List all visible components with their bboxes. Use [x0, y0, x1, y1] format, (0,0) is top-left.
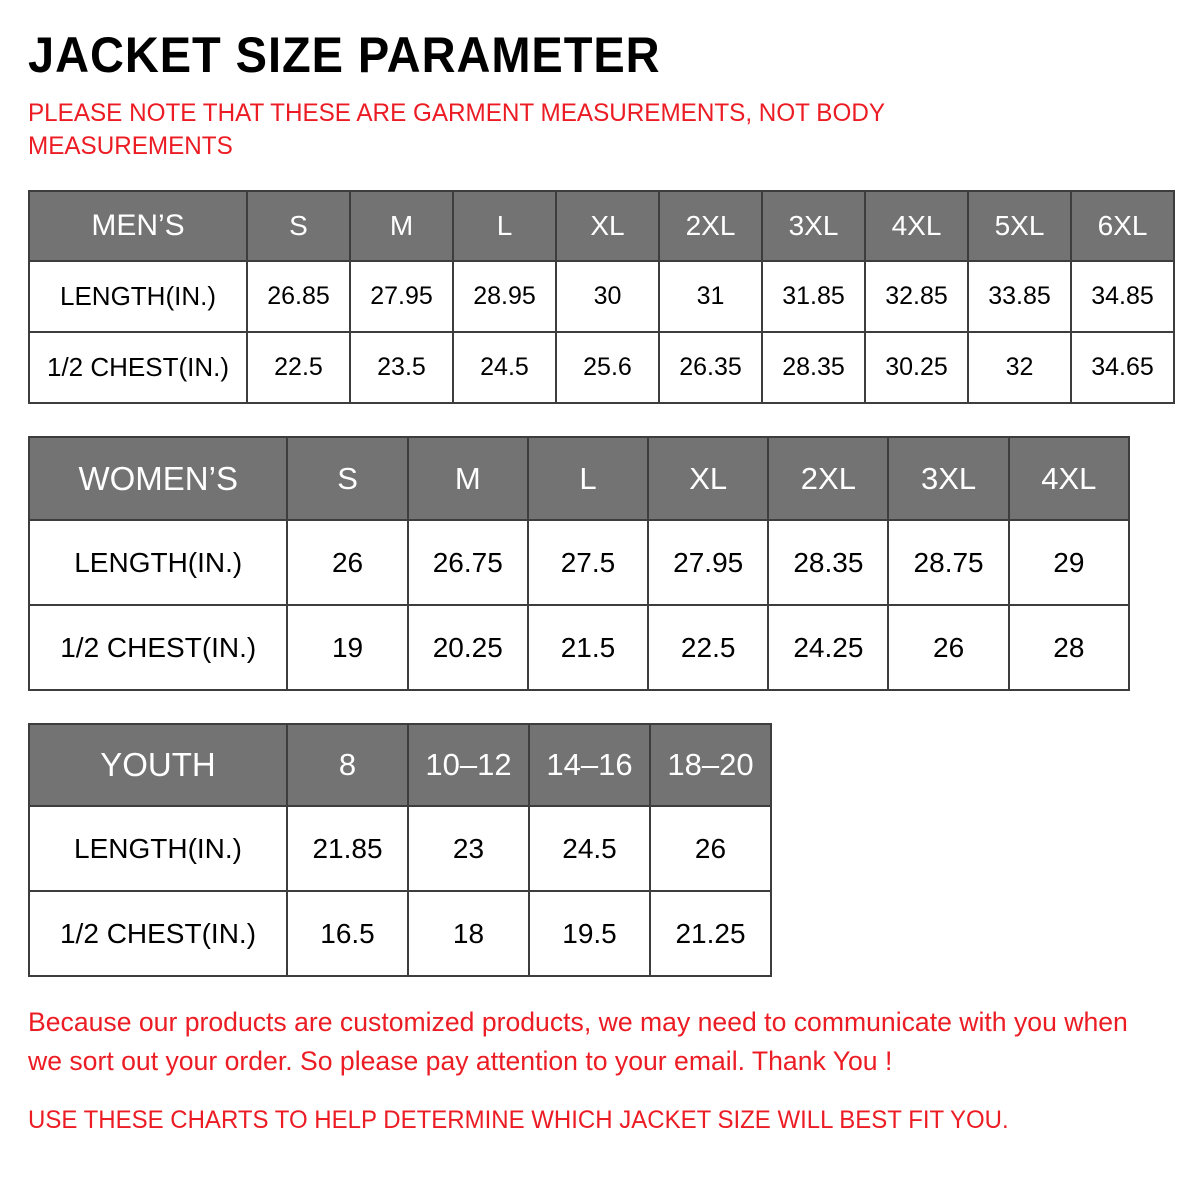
mens-size-header-6xl: 6XL [1070, 190, 1175, 262]
mens-length-value: 28.95 [452, 260, 557, 333]
customization-notice: Because our products are customized prod… [28, 1007, 1128, 1077]
mens-length-value: 33.85 [967, 260, 1072, 333]
womens-chest-label: 1/2 CHEST(IN.) [27, 604, 289, 691]
mens-size-header-s: S [246, 190, 351, 262]
womens-chest-value: 28 [1007, 604, 1131, 691]
womens-chest-value: 19 [286, 604, 409, 691]
womens-length-value: 27.5 [526, 519, 650, 606]
youth-length-value: 21.85 [286, 805, 409, 892]
womens-size-table: WOMEN’S S M L XL 2XL 3XL 4XL LENGTH(IN.)… [27, 436, 1131, 691]
youth-chest-value: 16.5 [286, 890, 409, 977]
chart-usage-notice: USE THESE CHARTS TO HELP DETERMINE WHICH… [28, 1106, 1009, 1135]
mens-chest-value: 32 [967, 331, 1072, 404]
mens-length-value: 26.85 [246, 260, 351, 333]
youth-chest-value: 18 [407, 890, 530, 977]
womens-size-header-m: M [406, 436, 529, 521]
mens-chest-value: 23.5 [349, 331, 454, 404]
youth-chest-label: 1/2 CHEST(IN.) [28, 890, 288, 977]
mens-size-header-4xl: 4XL [864, 190, 969, 262]
table-row: LENGTH(IN.) 26.85 27.95 28.95 30 31 31.8… [28, 260, 1175, 333]
mens-length-value: 34.85 [1070, 260, 1175, 333]
womens-size-header-l: L [526, 436, 650, 521]
mens-chest-value: 28.35 [761, 331, 866, 404]
youth-size-header-14-16: 14–16 [528, 723, 651, 807]
mens-chest-value: 22.5 [246, 331, 351, 404]
mens-length-label: LENGTH(IN.) [28, 260, 248, 333]
womens-chest-value: 26 [887, 604, 1010, 691]
youth-length-value: 24.5 [528, 805, 651, 892]
womens-chest-value: 22.5 [647, 604, 770, 691]
womens-size-header-4xl: 4XL [1007, 436, 1131, 521]
page-title: JACKET SIZE PARAMETER [28, 27, 661, 83]
mens-chest-value: 30.25 [864, 331, 969, 404]
mens-size-header-xl: XL [555, 190, 660, 262]
mens-header-label: MEN’S [28, 190, 248, 262]
youth-length-value: 23 [407, 805, 530, 892]
womens-length-value: 28.35 [767, 519, 890, 606]
mens-size-table: MEN’S S M L XL 2XL 3XL 4XL 5XL 6XL LENGT… [28, 190, 1175, 404]
garment-measurement-notice: PLEASE NOTE THAT THESE ARE GARMENT MEASU… [28, 99, 885, 160]
womens-length-value: 28.75 [887, 519, 1010, 606]
womens-chest-value: 20.25 [406, 604, 529, 691]
youth-size-header-8: 8 [286, 723, 409, 807]
table-row: 1/2 CHEST(IN.) 22.5 23.5 24.5 25.6 26.35… [28, 331, 1175, 404]
mens-chest-label: 1/2 CHEST(IN.) [28, 331, 248, 404]
womens-size-header-2xl: 2XL [767, 436, 890, 521]
mens-chest-value: 26.35 [658, 331, 763, 404]
mens-size-header-m: M [349, 190, 454, 262]
womens-chest-value: 24.25 [767, 604, 890, 691]
table-row: 1/2 CHEST(IN.) 19 20.25 21.5 22.5 24.25 … [27, 604, 1131, 691]
mens-chest-value: 25.6 [555, 331, 660, 404]
youth-length-value: 26 [649, 805, 772, 892]
table-header-row: WOMEN’S S M L XL 2XL 3XL 4XL [27, 436, 1131, 521]
mens-size-header-l: L [452, 190, 557, 262]
table-row: LENGTH(IN.) 26 26.75 27.5 27.95 28.35 28… [27, 519, 1131, 606]
mens-length-value: 31.85 [761, 260, 866, 333]
table-row: 1/2 CHEST(IN.) 16.5 18 19.5 21.25 [28, 890, 772, 977]
mens-length-value: 27.95 [349, 260, 454, 333]
table-row: LENGTH(IN.) 21.85 23 24.5 26 [28, 805, 772, 892]
mens-size-header-5xl: 5XL [967, 190, 1072, 262]
mens-chest-value: 34.65 [1070, 331, 1175, 404]
youth-size-table: YOUTH 8 10–12 14–16 18–20 LENGTH(IN.) 21… [28, 723, 772, 977]
mens-size-header-3xl: 3XL [761, 190, 866, 262]
womens-length-value: 27.95 [647, 519, 770, 606]
womens-chest-value: 21.5 [526, 604, 650, 691]
youth-header-label: YOUTH [28, 723, 288, 807]
table-header-row: YOUTH 8 10–12 14–16 18–20 [28, 723, 772, 807]
youth-size-header-18-20: 18–20 [649, 723, 772, 807]
womens-length-label: LENGTH(IN.) [27, 519, 289, 606]
mens-chest-value: 24.5 [452, 331, 557, 404]
womens-size-header-s: S [286, 436, 409, 521]
mens-size-header-2xl: 2XL [658, 190, 763, 262]
womens-size-header-3xl: 3XL [887, 436, 1010, 521]
womens-size-header-xl: XL [647, 436, 770, 521]
womens-length-value: 26 [286, 519, 409, 606]
mens-length-value: 32.85 [864, 260, 969, 333]
youth-chest-value: 19.5 [528, 890, 651, 977]
womens-length-value: 29 [1007, 519, 1131, 606]
mens-length-value: 30 [555, 260, 660, 333]
youth-length-label: LENGTH(IN.) [28, 805, 288, 892]
mens-length-value: 31 [658, 260, 763, 333]
womens-length-value: 26.75 [406, 519, 529, 606]
womens-header-label: WOMEN’S [27, 436, 289, 521]
youth-chest-value: 21.25 [649, 890, 772, 977]
table-header-row: MEN’S S M L XL 2XL 3XL 4XL 5XL 6XL [28, 190, 1175, 262]
youth-size-header-10-12: 10–12 [407, 723, 530, 807]
